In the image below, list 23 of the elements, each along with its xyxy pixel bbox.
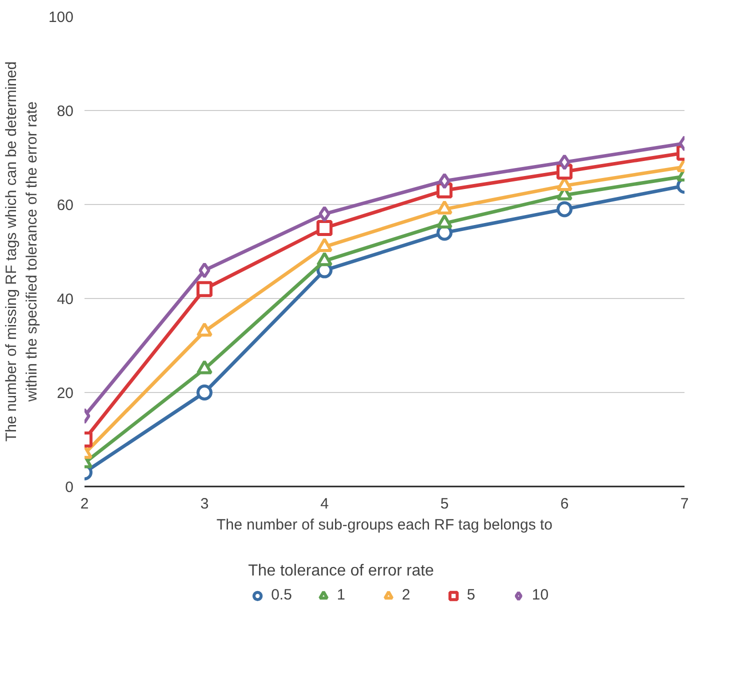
legend-title: The tolerance of error rate: [248, 562, 435, 580]
legend-label: 2: [402, 586, 412, 604]
y-tick-label: 40: [56, 291, 74, 308]
y-tick-label: 0: [65, 479, 74, 496]
y-tick-label: 80: [56, 103, 74, 120]
x-tick-label: 2: [80, 496, 89, 512]
y-axis-title: The number of missing RF tags which can be determined within the specified tolerance of the error rate: [3, 61, 40, 442]
y-tick-label: 100: [48, 9, 74, 26]
x-tick-label: 4: [320, 496, 329, 512]
point: [316, 220, 332, 236]
point: [318, 206, 330, 222]
x-tick-label: 3: [200, 496, 209, 512]
x-axis-title: The number of sub-groups each RF tag belongs to: [216, 516, 553, 534]
y-tick-label: 20: [56, 385, 74, 402]
legend-label: 10: [532, 586, 550, 604]
legend-label: 1: [336, 586, 346, 604]
x-tick-label: 7: [680, 496, 689, 512]
y-tick-label: 60: [56, 197, 74, 214]
point: [438, 173, 450, 189]
legend-label: 5: [466, 586, 476, 604]
x-tick-label: 5: [440, 496, 449, 512]
legend-label: 0.5: [271, 586, 292, 604]
x-tick-label: 6: [560, 496, 569, 512]
